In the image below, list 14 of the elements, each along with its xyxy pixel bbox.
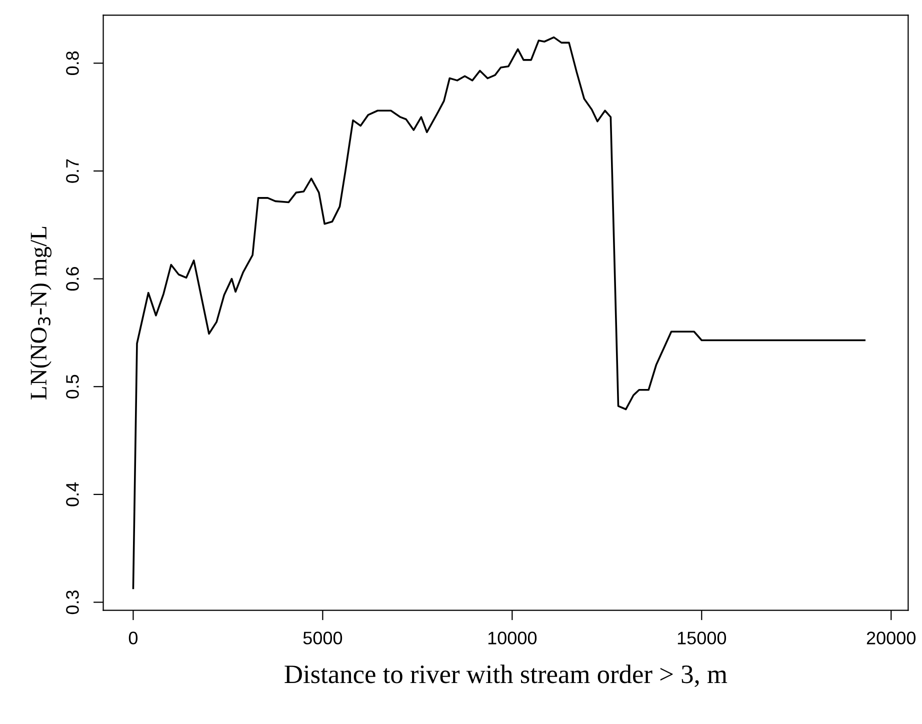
y-tick-label: 0.8 xyxy=(66,51,79,76)
y-tick-label: 0.5 xyxy=(66,374,79,398)
y-tick-label: 0.4 xyxy=(66,482,79,506)
y-tick-label: 0.3 xyxy=(66,590,79,614)
x-tick-label: 15000 xyxy=(678,632,726,644)
x-axis-title: Distance to river with stream order > 3, m xyxy=(284,664,728,688)
y-tick-label: 0.6 xyxy=(66,267,79,291)
y-tick-label: 0.7 xyxy=(66,159,79,183)
y-axis-title: LN(NO$_{3}$-N) mg/L xyxy=(30,226,52,400)
x-tick-label: 0 xyxy=(128,632,138,644)
x-tick-label: 10000 xyxy=(488,632,537,644)
x-tick-label: 20000 xyxy=(866,632,916,644)
x-tick-label: 5000 xyxy=(303,632,342,644)
line-series xyxy=(132,36,866,590)
